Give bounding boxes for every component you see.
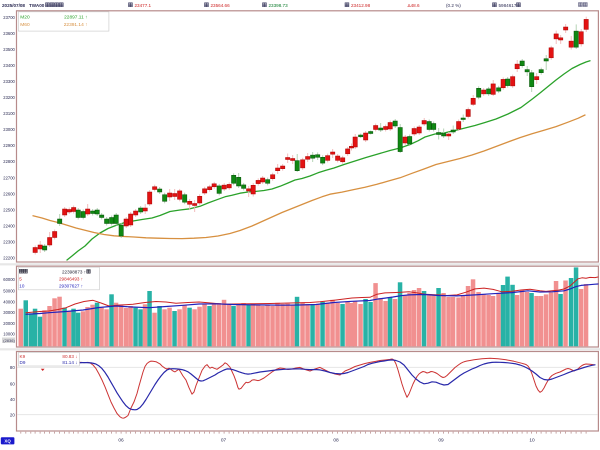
svg-text:22897.11 ↑: 22897.11 ↑ xyxy=(64,15,87,21)
svg-text:(2836): (2836) xyxy=(3,338,15,343)
svg-text:22900: 22900 xyxy=(3,143,15,148)
svg-text:22400: 22400 xyxy=(3,224,15,229)
svg-text:5: 5 xyxy=(19,276,22,281)
svg-text:20: 20 xyxy=(10,412,15,417)
svg-text:40: 40 xyxy=(10,397,15,402)
svg-text:29846493 ↑: 29846493 ↑ xyxy=(59,276,83,281)
svg-text:08: 08 xyxy=(333,437,339,443)
svg-text:22800: 22800 xyxy=(3,159,15,164)
svg-text:23200: 23200 xyxy=(3,95,15,100)
svg-text:20000: 20000 xyxy=(3,321,15,326)
svg-text:M20: M20 xyxy=(20,15,30,21)
svg-text:D9: D9 xyxy=(20,360,26,365)
svg-text:23300: 23300 xyxy=(3,79,15,84)
svg-text:80.83 ↓: 80.83 ↓ xyxy=(62,354,77,359)
svg-text:5984617: 5984617 xyxy=(499,3,517,8)
svg-text:(0.2 %): (0.2 %) xyxy=(446,3,461,8)
svg-text:22300: 22300 xyxy=(3,240,15,245)
svg-text:XQ: XQ xyxy=(4,438,11,443)
svg-text:22398873 ↑: 22398873 ↑ xyxy=(62,270,86,275)
svg-text:06: 06 xyxy=(118,437,124,443)
svg-text:Δ48.6: Δ48.6 xyxy=(408,3,420,8)
svg-text:09: 09 xyxy=(438,437,444,443)
svg-text:K9: K9 xyxy=(20,354,26,359)
svg-text:M60: M60 xyxy=(20,22,30,28)
svg-text:80: 80 xyxy=(10,365,15,370)
svg-text:30000: 30000 xyxy=(3,310,15,315)
svg-text:23600: 23600 xyxy=(3,31,15,36)
svg-text:50000: 50000 xyxy=(3,289,15,294)
svg-text:22700: 22700 xyxy=(3,175,15,180)
svg-text:23412.98: 23412.98 xyxy=(351,3,371,8)
svg-text:23100: 23100 xyxy=(3,111,15,116)
svg-text:60000: 60000 xyxy=(3,277,15,282)
svg-text:23398.73: 23398.73 xyxy=(269,3,289,8)
svg-text:10000: 10000 xyxy=(3,332,15,337)
svg-text:22600: 22600 xyxy=(3,191,15,196)
svg-text:23500: 23500 xyxy=(3,47,15,52)
svg-text:81.14 ↓: 81.14 ↓ xyxy=(62,360,77,365)
svg-text:22500: 22500 xyxy=(3,207,15,212)
svg-text:23000: 23000 xyxy=(3,127,15,132)
svg-text:23700: 23700 xyxy=(3,15,15,20)
svg-text:TWA00: TWA00 xyxy=(29,3,45,8)
svg-text:23564.66: 23564.66 xyxy=(211,3,231,8)
svg-text:07: 07 xyxy=(221,437,227,443)
svg-text:29307627 ↑: 29307627 ↑ xyxy=(59,283,83,288)
svg-text:22200: 22200 xyxy=(3,256,15,261)
svg-text:10: 10 xyxy=(19,283,25,288)
svg-text:60: 60 xyxy=(10,381,15,386)
svg-text:10: 10 xyxy=(529,437,535,443)
svg-text:23477.1: 23477.1 xyxy=(135,3,152,8)
svg-text:2025/07/08: 2025/07/08 xyxy=(2,3,25,8)
svg-text:22391.14 ↑: 22391.14 ↑ xyxy=(64,22,88,28)
svg-text:23400: 23400 xyxy=(3,63,15,68)
svg-text:40000: 40000 xyxy=(3,300,15,305)
